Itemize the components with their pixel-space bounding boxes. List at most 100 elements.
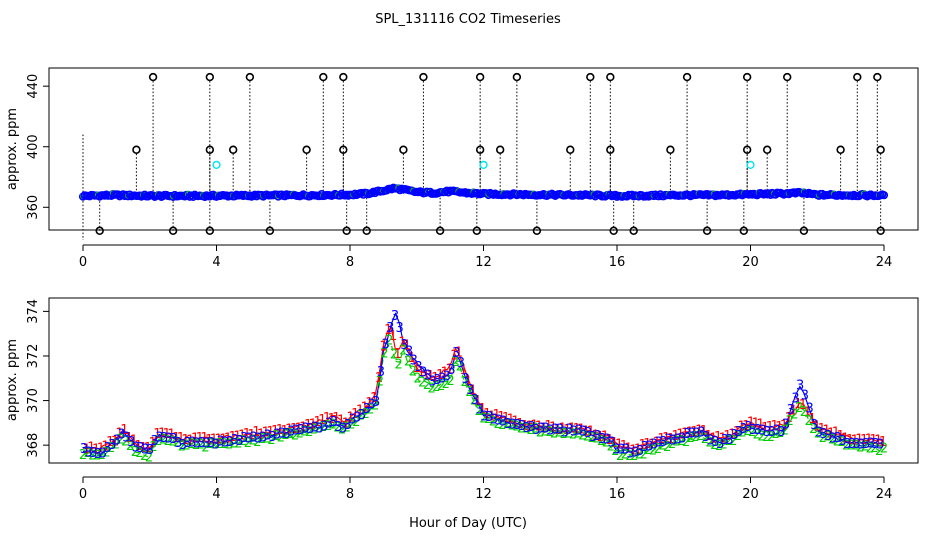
series-3-line xyxy=(82,312,885,456)
series-3-point: 3 xyxy=(273,427,281,442)
series-3-point: 3 xyxy=(575,424,583,439)
series-1-point: 1 xyxy=(214,432,222,447)
bottom-x-axis: 0 4 8 12 16 20 24 xyxy=(79,476,892,502)
series-1-point: 1 xyxy=(441,366,449,381)
series-1-point: 1 xyxy=(502,411,510,426)
series-3-point: 3 xyxy=(523,421,531,436)
series-1-point: 1 xyxy=(412,361,420,376)
series-3-point: 3 xyxy=(377,365,385,380)
series-2-point: 2 xyxy=(564,427,572,442)
outlier-point xyxy=(762,145,772,154)
series-1-point: 1 xyxy=(492,408,500,423)
series-2-point: 2 xyxy=(677,434,685,449)
series-1-point: 1 xyxy=(83,443,91,458)
series-3-point: 3 xyxy=(452,346,460,361)
series-3-point: 3 xyxy=(363,402,371,417)
series-1-point: 1 xyxy=(328,412,336,427)
series-3-point: 3 xyxy=(193,437,201,452)
series-1-point: 1 xyxy=(756,418,764,433)
series-3-point: 3 xyxy=(777,425,785,440)
series-2-point: 2 xyxy=(291,428,299,443)
series-3-point: 3 xyxy=(89,446,97,461)
series-3-point: 3 xyxy=(768,425,776,440)
series-2-point: 2 xyxy=(385,334,393,349)
series-1-point: 1 xyxy=(596,430,604,445)
top-y-axis: 360 400 440 xyxy=(26,74,50,220)
outlier-point xyxy=(205,145,215,154)
series-3-point: 3 xyxy=(287,425,295,440)
series-3-point: 3 xyxy=(151,434,159,449)
series-2-point: 2 xyxy=(399,344,407,359)
series-3-point: 3 xyxy=(659,435,667,450)
series-3-point: 3 xyxy=(560,426,568,441)
series-3-point: 3 xyxy=(179,438,187,453)
series-3-point: 3 xyxy=(518,419,526,434)
series-2-point: 2 xyxy=(178,439,186,454)
cyan-point xyxy=(212,160,221,169)
series-3-point: 3 xyxy=(749,423,757,438)
series-1-point: 1 xyxy=(709,431,717,446)
series-3-point: 3 xyxy=(645,439,653,454)
series-2-point: 2 xyxy=(324,419,332,434)
series-3-point: 3 xyxy=(556,422,564,437)
series-3-point: 3 xyxy=(527,420,535,435)
series-2-point: 2 xyxy=(691,430,699,445)
series-2-point: 2 xyxy=(729,434,737,449)
series-2-point: 2 xyxy=(432,380,440,395)
top-y-tick-label: 360 xyxy=(26,195,41,220)
series-3-point: 3 xyxy=(414,360,422,375)
series-1-point: 1 xyxy=(643,437,651,452)
series-2-point: 2 xyxy=(880,442,888,457)
series-3-point: 3 xyxy=(721,433,729,448)
series-1-point: 1 xyxy=(167,427,175,442)
series-1-point: 1 xyxy=(370,391,378,406)
series-2-point: 2 xyxy=(456,360,464,375)
series-2-point: 2 xyxy=(762,430,770,445)
series-2-point: 2 xyxy=(98,448,106,463)
outlier-point xyxy=(512,72,522,82)
series-3-point: 3 xyxy=(381,337,389,352)
series-1-point: 1 xyxy=(153,427,161,442)
series-3-point: 3 xyxy=(424,369,432,384)
series-1-point: 1 xyxy=(591,429,599,444)
series-1-point: 1 xyxy=(450,349,458,364)
series-3-point: 3 xyxy=(438,372,446,387)
top-panel-scatter: approx. ppm 0 4 8 12 16 20 24 360 400 440 xyxy=(5,67,919,270)
series-3-point: 3 xyxy=(405,344,413,359)
series-3-point: 3 xyxy=(820,427,828,442)
series-2-line xyxy=(82,344,885,458)
series-3-point: 3 xyxy=(782,418,790,433)
series-1-point: 1 xyxy=(634,442,642,457)
outlier-point xyxy=(475,145,485,154)
series-3-point: 3 xyxy=(655,436,663,451)
series-2-point: 2 xyxy=(870,441,878,456)
series-1-point: 1 xyxy=(196,431,204,446)
series-3-point: 3 xyxy=(184,436,192,451)
bottom-x-tick-label: 20 xyxy=(742,487,759,502)
series-1-point: 1 xyxy=(540,421,548,436)
series-2-point: 2 xyxy=(781,424,789,439)
series-2-point: 2 xyxy=(329,418,337,433)
series-2-point: 2 xyxy=(710,438,718,453)
series-3-point: 3 xyxy=(754,423,762,438)
series-3-point: 3 xyxy=(589,430,597,445)
series-3-point: 3 xyxy=(146,443,154,458)
series-3-point: 3 xyxy=(867,437,875,452)
series-1-point: 1 xyxy=(705,429,713,444)
series-2-point: 2 xyxy=(272,429,280,444)
series-2-point: 2 xyxy=(300,425,308,440)
series-2-point: 2 xyxy=(522,421,530,436)
series-1-point: 1 xyxy=(587,425,595,440)
series-2-point: 2 xyxy=(197,438,205,453)
series-1-point: 1 xyxy=(210,433,218,448)
series-2-point: 2 xyxy=(790,407,798,422)
series-2-point: 2 xyxy=(866,441,874,456)
series-1-point: 1 xyxy=(144,441,152,456)
outlier-point xyxy=(876,226,885,235)
series-2-point: 2 xyxy=(559,427,567,442)
series-2-point: 2 xyxy=(267,433,275,448)
series-3-point: 3 xyxy=(282,427,290,442)
series-2-point: 2 xyxy=(220,437,228,452)
